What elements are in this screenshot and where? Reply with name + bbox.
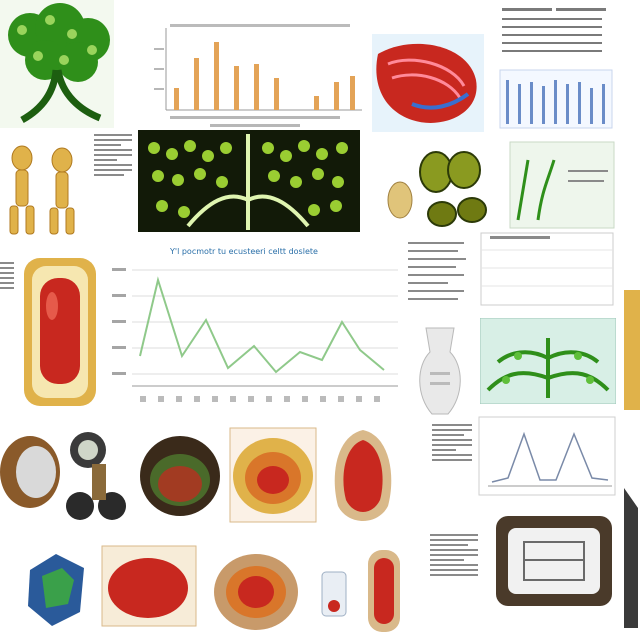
vial-illustration — [306, 556, 360, 626]
mineral-illustration — [22, 546, 90, 632]
skeleton-illustration — [0, 140, 86, 240]
bar-chart-thumbnail — [150, 18, 365, 130]
organ-illustration-1 — [0, 432, 64, 512]
device-illustration — [494, 514, 614, 608]
tree-illustration — [0, 0, 114, 128]
muscle-illustration — [372, 34, 484, 132]
text-snippet — [0, 262, 14, 292]
edge-strip-2 — [618, 488, 640, 628]
organ-illustration-7 — [210, 548, 302, 634]
edge-strip — [622, 290, 640, 410]
organ-illustration-2 — [66, 428, 132, 524]
fern-illustration — [480, 318, 616, 404]
nuts-illustration — [384, 140, 494, 236]
organ-illustration-4 — [228, 426, 318, 524]
plant-panel — [508, 140, 616, 230]
organ-illustration-5 — [326, 426, 400, 530]
capsule-illustration — [364, 546, 404, 636]
text-snippet — [430, 534, 478, 579]
organ-illustration-6 — [100, 544, 198, 628]
line-chart — [110, 256, 400, 414]
line-chart-thumbnail — [478, 416, 616, 496]
cell-illustration — [22, 256, 98, 408]
leaf-pattern-illustration — [138, 130, 360, 232]
organ-illustration-3 — [136, 428, 224, 520]
text-snippet — [432, 424, 472, 464]
line-chart-title: Y'l pocmotr tu ecusteeri celtt doslete — [170, 247, 318, 256]
text-panel — [406, 238, 470, 308]
vase-illustration — [408, 322, 474, 422]
text-snippet — [94, 134, 132, 179]
table-and-column-chart — [496, 4, 614, 132]
grid-chart-thumbnail — [480, 232, 614, 306]
